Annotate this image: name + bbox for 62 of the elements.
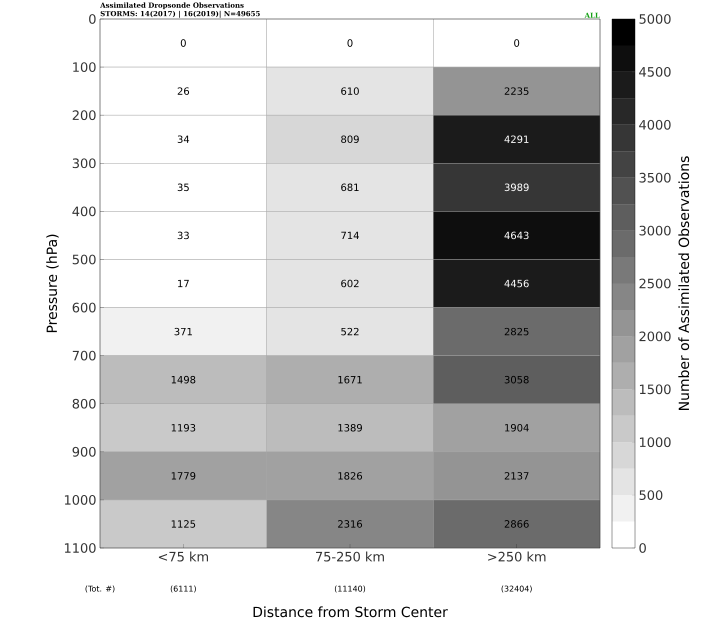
data-label: 1671 — [338, 376, 362, 384]
color-bar-label: 1000 — [640, 437, 671, 448]
data-label: 602 — [341, 280, 359, 288]
data-label: 34 — [178, 135, 190, 143]
data-label: 26 — [178, 87, 190, 95]
y-tick-label: 200 — [72, 110, 96, 120]
data-label: 371 — [174, 328, 192, 336]
data-label: 1193 — [172, 424, 196, 432]
y-axis-title: Pressure (hPa) — [46, 234, 59, 332]
data-label: 1498 — [172, 376, 196, 384]
data-label: 2316 — [338, 520, 362, 528]
data-label: 681 — [341, 184, 359, 192]
data-label: 3989 — [504, 184, 529, 192]
color-bar-label: 4000 — [639, 120, 671, 130]
y-tick-label: 400 — [72, 206, 96, 216]
data-label: 714 — [341, 232, 359, 240]
data-label: 522 — [341, 328, 359, 336]
y-tick-label: 900 — [72, 446, 96, 457]
data-label: 2825 — [504, 328, 528, 336]
data-label: 1904 — [505, 424, 529, 432]
color-bar-label: 4500 — [639, 67, 671, 77]
y-tick-label: 700 — [72, 350, 96, 361]
y-tick-label: 0 — [89, 14, 96, 24]
color-bar-label: 500 — [640, 490, 662, 500]
color-bar-label: 1500 — [640, 384, 671, 394]
data-label: 33 — [178, 232, 189, 240]
y-tick-label: 1000 — [64, 495, 96, 505]
data-label: 3058 — [504, 376, 529, 384]
y-tick-label: 100 — [73, 62, 96, 72]
data-label: 0 — [347, 39, 353, 47]
data-label: 35 — [178, 184, 189, 192]
x-axis-title: Distance from Storm Center — [254, 606, 448, 618]
color-bar-label: 2500 — [639, 278, 671, 288]
x-tick-label: >250 km — [488, 552, 546, 562]
data-label: 1125 — [172, 520, 196, 528]
data-label: 0 — [514, 39, 520, 47]
data-label: 2235 — [504, 87, 528, 95]
data-label: 1826 — [338, 472, 362, 480]
y-tick-label: 800 — [72, 398, 96, 409]
data-label: 0 — [180, 39, 186, 47]
data-label: 4643 — [504, 232, 529, 240]
x-tick-label: 75-250 km — [316, 552, 384, 562]
y-tick-label: 500 — [72, 254, 96, 264]
data-label: 1779 — [172, 472, 196, 480]
data-label: 809 — [341, 135, 359, 143]
y-tick-label: 600 — [72, 302, 96, 312]
color-bar-label: 5000 — [640, 14, 671, 24]
color-bar-title: Number of Assimilated Observations — [678, 156, 690, 410]
color-bar-label: 3000 — [640, 226, 671, 236]
data-label: 4291 — [504, 135, 528, 143]
data-label: 2866 — [504, 520, 529, 528]
data-label: 1389 — [338, 424, 362, 432]
data-label: 17 — [178, 280, 189, 288]
color-bar-label: 0 — [639, 543, 646, 553]
color-bar-label: 2000 — [639, 332, 671, 342]
x-tick-label: <75 km — [158, 552, 208, 562]
data-label: 610 — [341, 87, 359, 95]
color-bar-label: 3500 — [640, 172, 671, 183]
data-label: 4456 — [504, 280, 529, 288]
y-tick-label: 300 — [72, 158, 96, 168]
data-label: 2137 — [504, 472, 528, 480]
y-tick-label: 1100 — [64, 543, 96, 553]
